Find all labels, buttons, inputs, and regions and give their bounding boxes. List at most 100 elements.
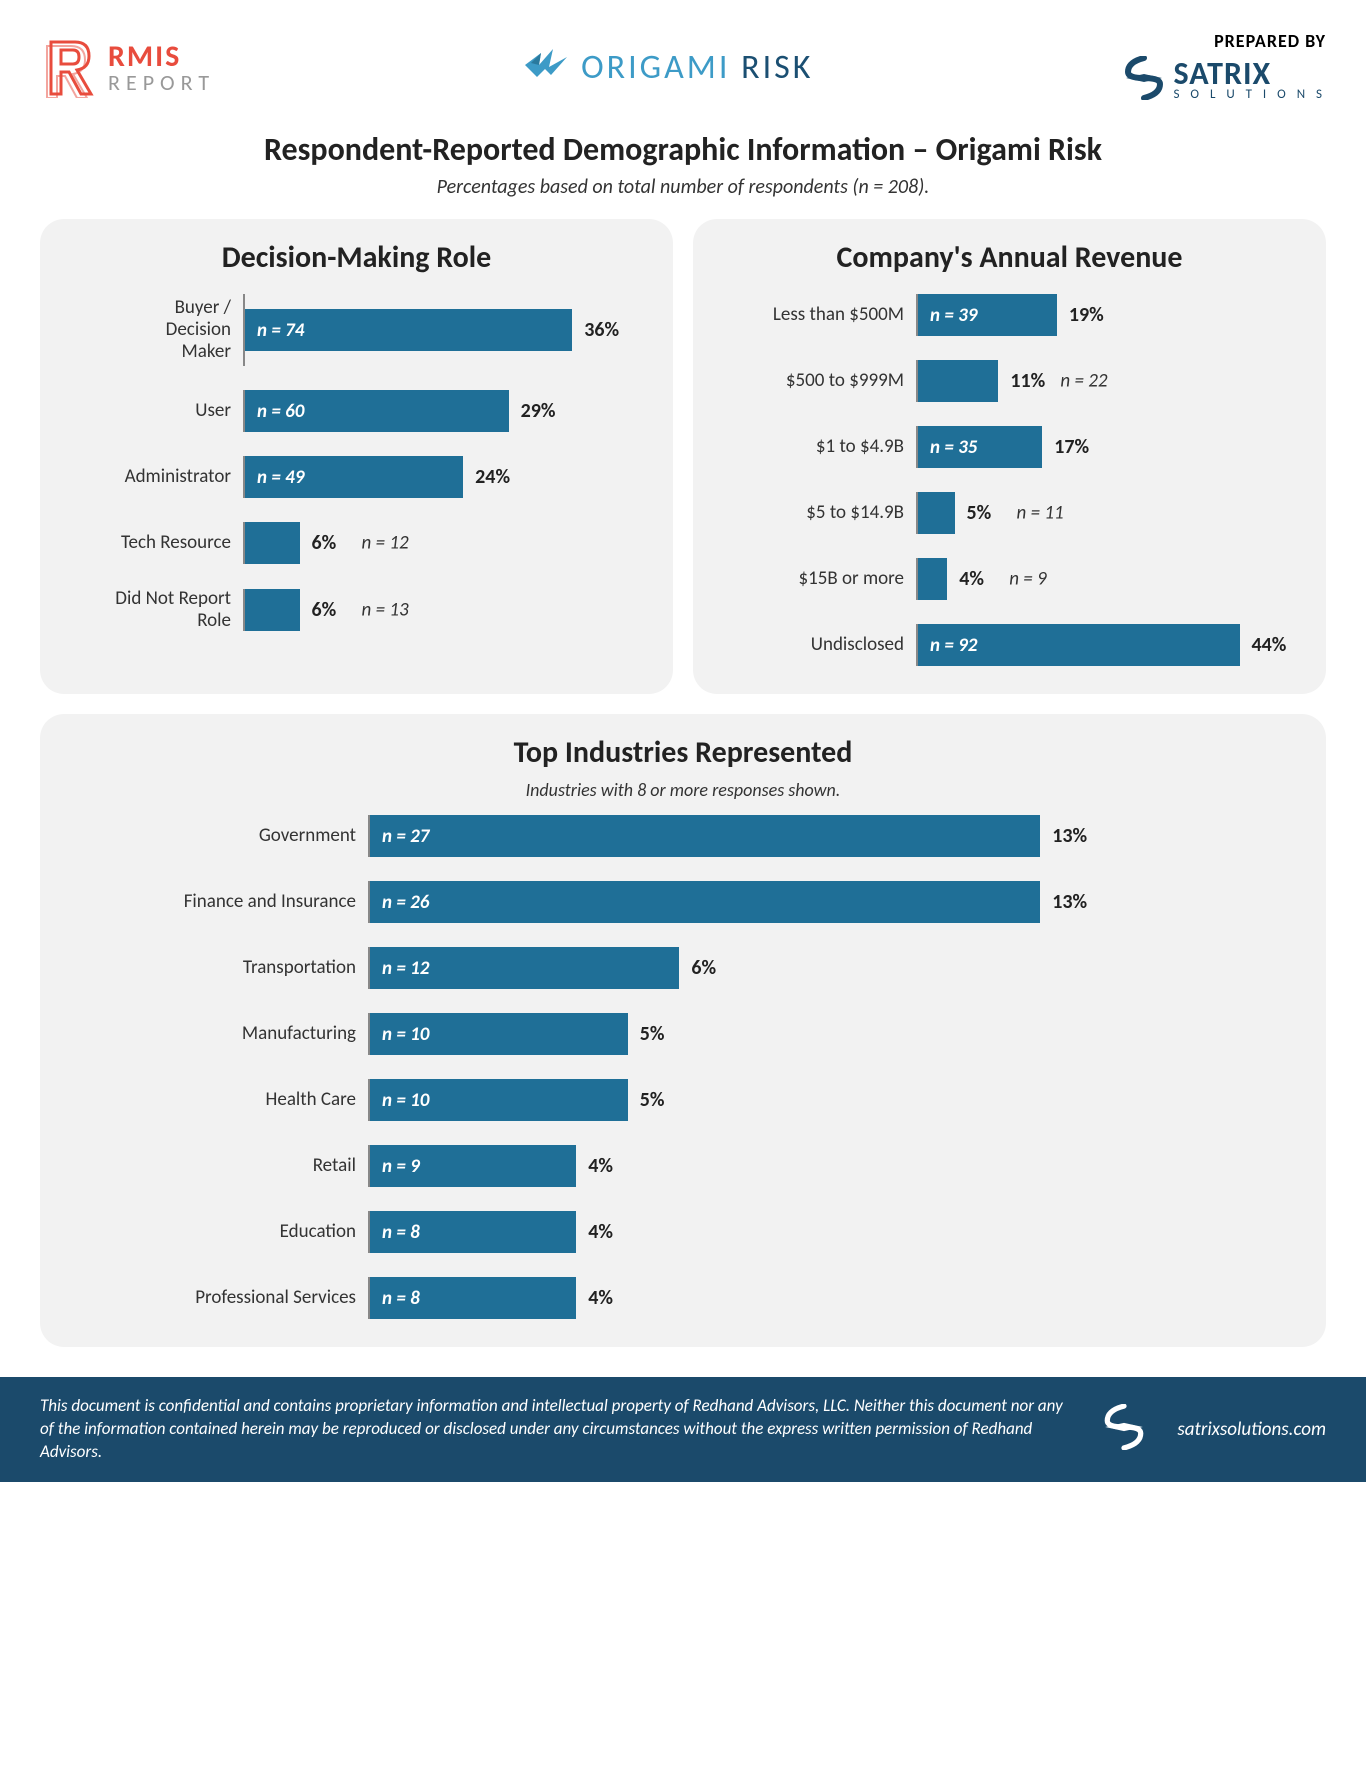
bar-row: Buyer /DecisionMakern = 7436%	[68, 294, 645, 366]
bar-row: Undisclosedn = 9244%	[721, 624, 1298, 666]
bar: n = 26	[370, 881, 1040, 923]
chart3: Governmentn = 2713%Finance and Insurance…	[68, 815, 1298, 1319]
bar-row: Manufacturingn = 105%	[68, 1013, 1298, 1055]
bar-label: Less than $500M	[721, 304, 916, 326]
bar: n = 27	[370, 815, 1040, 857]
bar-label: Transportation	[68, 957, 368, 979]
footer-satrix-icon	[1101, 1404, 1147, 1455]
n-label-inside: n = 9	[382, 1155, 420, 1178]
pct-label: 11%	[1010, 369, 1045, 393]
bar	[918, 558, 947, 600]
page-title: Respondent-Reported Demographic Informat…	[40, 130, 1326, 169]
bar-area: n = 3919%	[916, 294, 1298, 336]
satrix-logo: SATRIX S O L U T I O N S	[1122, 56, 1326, 105]
n-label-outside: n = 11	[1017, 502, 1064, 525]
bar-area: 6%n = 12	[243, 522, 645, 564]
n-label-inside: n = 92	[930, 634, 977, 657]
n-label-inside: n = 8	[382, 1287, 420, 1310]
rmis-logo: RMIS REPORT	[40, 38, 215, 98]
n-label-inside: n = 49	[257, 466, 304, 489]
bar-row: Did Not ReportRole6%n = 13	[68, 588, 645, 632]
bar-label: User	[68, 400, 243, 422]
n-label-inside: n = 27	[382, 825, 429, 848]
bar-area: n = 2713%	[368, 815, 1298, 857]
chart2-title: Company's Annual Revenue	[721, 239, 1298, 276]
pct-label: 6%	[312, 598, 337, 622]
footer: This document is confidential and contai…	[0, 1377, 1366, 1482]
bar-area: n = 9 4%	[368, 1145, 1298, 1187]
bar	[245, 522, 300, 564]
bar: n = 49	[245, 456, 463, 498]
bar-area: n = 8 4%	[368, 1211, 1298, 1253]
bar-label: $15B or more	[721, 568, 916, 590]
bar: n = 92	[918, 624, 1240, 666]
bar-row: Less than $500Mn = 3919%	[721, 294, 1298, 336]
pct-label: 5%	[967, 501, 992, 525]
footer-disclaimer: This document is confidential and contai…	[40, 1395, 1071, 1464]
rmis-text-1: RMIS	[108, 42, 215, 72]
satrix-s-icon	[1122, 56, 1166, 105]
header: RMIS REPORT ORIGAMI RISK PREPARED BY	[40, 30, 1326, 105]
bar-area: n = 2613%	[368, 881, 1298, 923]
pct-label: 29%	[521, 399, 556, 423]
bar-area: n = 12 6%	[368, 947, 1298, 989]
n-label-inside: n = 8	[382, 1221, 420, 1244]
bar-row: Transportation n = 12 6%	[68, 947, 1298, 989]
bar-label: Health Care	[68, 1089, 368, 1111]
footer-url: satrixsolutions.com	[1177, 1418, 1326, 1441]
origami-text: ORIGAMI RISK	[581, 47, 813, 88]
satrix-text-1: SATRIX	[1174, 60, 1326, 89]
pct-label: 19%	[1069, 303, 1104, 327]
chart3-title: Top Industries Represented	[68, 734, 1298, 771]
bar-area: n = 9244%	[916, 624, 1298, 666]
bar-label: $500 to $999M	[721, 370, 916, 392]
bar-label: Education	[68, 1221, 368, 1243]
n-label-inside: n = 74	[257, 319, 304, 342]
bar-label: Government	[68, 825, 368, 847]
n-label-inside: n = 60	[257, 400, 304, 423]
decision-role-panel: Decision-Making Role Buyer /DecisionMake…	[40, 219, 673, 694]
bar-label: Undisclosed	[721, 634, 916, 656]
origami-word-2: RISK	[741, 47, 813, 88]
pct-label: 6%	[691, 956, 716, 980]
prepared-by-block: PREPARED BY SATRIX S O L U T I O N S	[1122, 30, 1326, 105]
bar-area: n = 49 24%	[243, 456, 645, 498]
revenue-panel: Company's Annual Revenue Less than $500M…	[693, 219, 1326, 694]
prepared-by-label: PREPARED BY	[1122, 30, 1326, 52]
pct-label: 4%	[588, 1286, 613, 1310]
bar-row: $5 to $14.9B5%n = 11	[721, 492, 1298, 534]
pct-label: 5%	[640, 1088, 665, 1112]
bar: n = 12	[370, 947, 679, 989]
origami-logo: ORIGAMI RISK	[523, 45, 813, 90]
bar-area: n = 10 5%	[368, 1079, 1298, 1121]
pct-label: 4%	[588, 1220, 613, 1244]
bar-row: $15B or more4%n = 9	[721, 558, 1298, 600]
bar: n = 60	[245, 390, 509, 432]
n-label-outside: n = 13	[362, 598, 409, 621]
rmis-text-2: REPORT	[108, 72, 215, 94]
pct-label: 24%	[475, 465, 510, 489]
bar: n = 8	[370, 1277, 576, 1319]
bar-label: $1 to $4.9B	[721, 436, 916, 458]
bar-area: 4%n = 9	[916, 558, 1298, 600]
pct-label: 6%	[312, 531, 337, 555]
bar-label: Administrator	[68, 466, 243, 488]
n-label-inside: n = 12	[382, 957, 429, 980]
origami-word-1: ORIGAMI	[581, 47, 741, 88]
pct-label: 17%	[1054, 435, 1089, 459]
pct-label: 36%	[584, 318, 619, 342]
bar-area: n = 74 36%	[243, 294, 645, 366]
bar: n = 10	[370, 1079, 628, 1121]
bar-area: n = 10 5%	[368, 1013, 1298, 1055]
bar-row: $1 to $4.9Bn = 3517%	[721, 426, 1298, 468]
bar	[245, 589, 300, 631]
pct-label: 4%	[959, 567, 984, 591]
chart1-title: Decision-Making Role	[68, 239, 645, 276]
chart3-subtitle: Industries with 8 or more responses show…	[68, 779, 1298, 801]
pct-label: 5%	[640, 1022, 665, 1046]
bar: n = 10	[370, 1013, 628, 1055]
bar-label: Tech Resource	[68, 532, 243, 554]
bar-label: Retail	[68, 1155, 368, 1177]
pct-label: 4%	[588, 1154, 613, 1178]
n-label-inside: n = 10	[382, 1089, 429, 1112]
